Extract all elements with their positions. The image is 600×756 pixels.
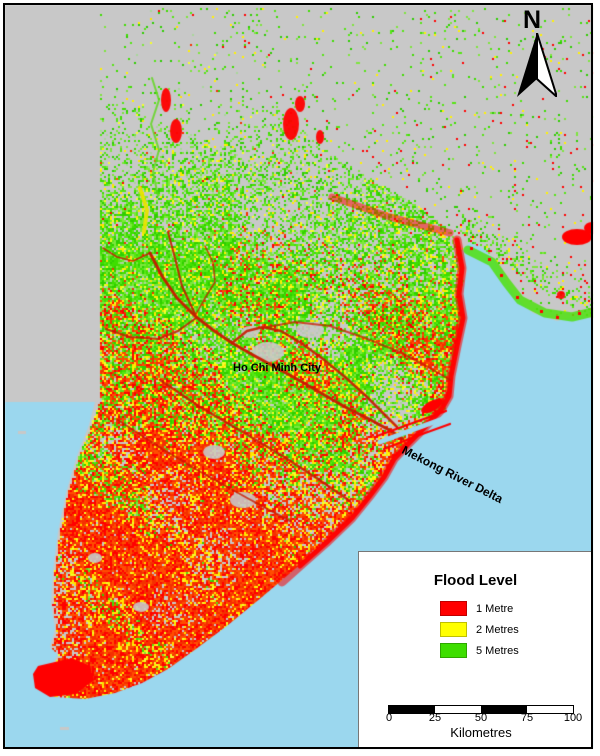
- scale-tick-50: 50: [474, 712, 488, 724]
- scale-tick-0: 0: [385, 712, 393, 724]
- scale-tick-100: 100: [563, 712, 583, 724]
- legend-swatch-5m: [440, 643, 467, 658]
- legend-swatch-1m: [440, 601, 467, 616]
- legend: Flood Level 1 Metre 2 Metres 5 Metres 0 …: [358, 551, 593, 749]
- scale-tick-25: 25: [428, 712, 442, 724]
- north-label: N: [523, 6, 542, 34]
- scale-bar-segment: [435, 706, 481, 713]
- legend-title: Flood Level: [433, 572, 518, 589]
- scale-tick-75: 75: [520, 712, 534, 724]
- scale-unit-label: Kilometres: [450, 725, 512, 740]
- legend-label-5m: 5 Metres: [476, 644, 519, 657]
- legend-label-1m: 1 Metre: [476, 602, 514, 615]
- scale-bar-segment: [527, 706, 573, 713]
- legend-swatch-2m: [440, 622, 467, 637]
- scale-bar: [388, 705, 574, 714]
- legend-item-2m: 2 Metres: [440, 622, 519, 637]
- legend-label-2m: 2 Metres: [476, 623, 519, 636]
- scale-bar-segment: [481, 706, 527, 713]
- legend-item-5m: 5 Metres: [440, 643, 519, 658]
- scale-bar-segment: [389, 706, 435, 713]
- north-arrow-icon: [517, 33, 557, 97]
- north-arrow: N: [505, 4, 575, 104]
- legend-item-1m: 1 Metre: [440, 601, 513, 616]
- label-ho-chi-minh-city: Ho Chi Minh City: [233, 362, 321, 374]
